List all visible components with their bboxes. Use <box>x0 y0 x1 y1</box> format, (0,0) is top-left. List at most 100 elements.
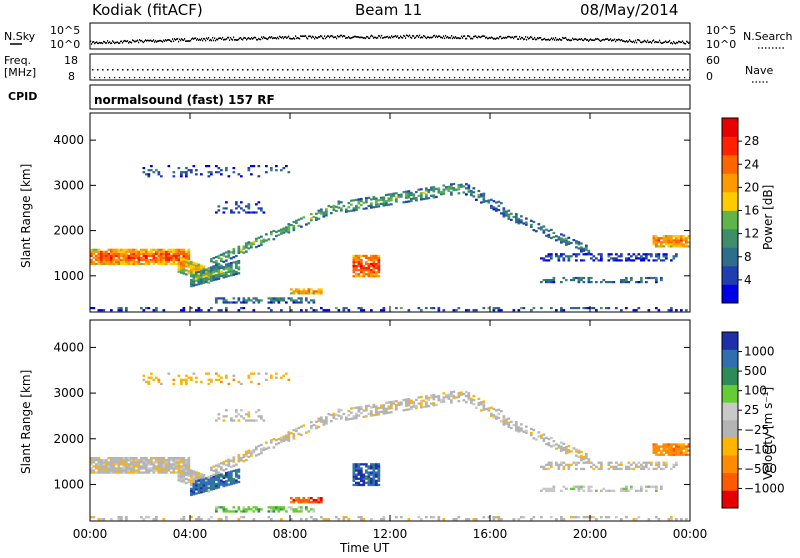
power-cell <box>137 254 141 257</box>
power-cell <box>450 193 453 196</box>
velocity-cell <box>245 450 248 453</box>
power-cell <box>682 245 686 248</box>
power-cell <box>95 248 98 251</box>
power-cell <box>242 209 246 212</box>
power-cell <box>155 258 158 262</box>
noise-point <box>173 40 175 42</box>
velocity-cell <box>205 481 208 484</box>
velocity-cell <box>655 487 658 490</box>
noise-point <box>466 37 468 40</box>
velocity-cell <box>245 419 248 422</box>
velocity-cell <box>560 445 563 448</box>
power-cell <box>252 297 256 300</box>
power-cell <box>165 256 168 259</box>
power-cell <box>335 209 338 212</box>
velocity-cell <box>280 508 283 511</box>
power-cell <box>357 265 361 268</box>
power-cell <box>97 260 101 264</box>
noise-point <box>517 38 519 40</box>
noise-point <box>659 39 661 42</box>
power-cell <box>240 307 243 310</box>
power-cell <box>622 281 626 284</box>
power-cell <box>575 307 578 310</box>
power-cell <box>177 258 181 262</box>
power-cell <box>147 260 151 264</box>
velocity-cell <box>142 457 146 460</box>
nave-point <box>339 77 341 79</box>
velocity-cell <box>322 423 326 426</box>
velocity-cell <box>232 480 236 483</box>
velocity-cell <box>215 478 218 481</box>
power-cell <box>545 281 548 284</box>
power-cell <box>277 301 281 304</box>
power-cell <box>405 194 408 197</box>
power-cell <box>117 254 121 257</box>
power-cell <box>177 248 181 251</box>
nave-point <box>499 77 501 79</box>
power-cell <box>225 275 228 278</box>
velocity-cell <box>202 486 206 489</box>
power-cell <box>192 280 196 283</box>
power-cell <box>670 241 673 244</box>
power-cell <box>377 275 381 278</box>
velocity-cell <box>220 475 223 478</box>
power-cell <box>580 250 583 253</box>
noise-point <box>512 36 514 38</box>
power-cell <box>110 256 113 259</box>
velocity-cell <box>502 419 506 422</box>
noise-point <box>365 37 367 40</box>
power-cell <box>610 253 613 256</box>
noise-point <box>130 41 132 43</box>
power-cell <box>240 175 243 178</box>
power-cell <box>230 257 233 260</box>
power-cell <box>142 167 146 170</box>
power-cell <box>355 269 358 272</box>
velocity-cell <box>142 465 146 468</box>
velocity-cell <box>667 449 671 452</box>
power-cell <box>197 263 201 266</box>
velocity-cell <box>467 398 471 401</box>
freq-point <box>322 69 324 71</box>
power-cell <box>150 165 153 168</box>
power-cell <box>375 205 378 208</box>
noise-point <box>532 38 534 40</box>
velocity-cell <box>235 473 238 476</box>
velocity-cell <box>547 444 551 447</box>
noise-point <box>152 40 154 42</box>
power-cell <box>390 197 393 200</box>
noise-point <box>324 35 326 37</box>
velocity-cell <box>267 516 271 519</box>
power-cell <box>450 191 453 194</box>
velocity-cell <box>362 475 366 478</box>
noise-point <box>630 40 632 43</box>
noise-point <box>262 37 264 40</box>
velocity-cell <box>375 473 378 476</box>
velocity-cell <box>157 471 161 474</box>
velocity-cell <box>502 417 506 420</box>
velocity-cell <box>457 395 461 399</box>
velocity-cell <box>220 380 223 384</box>
velocity-cell <box>365 409 368 412</box>
power-cell <box>175 254 178 257</box>
power-cell <box>150 254 153 257</box>
velocity-cell <box>147 463 151 466</box>
power-cell <box>142 262 146 266</box>
velocity-cell <box>137 461 141 464</box>
velocity-cell <box>127 459 131 462</box>
velocity-cell <box>217 465 221 468</box>
noise-point <box>274 37 276 39</box>
freq-point <box>467 69 469 71</box>
freq-point <box>97 69 99 71</box>
velocity-cell <box>375 481 378 484</box>
velocity-cell <box>370 406 373 409</box>
velocity-cell <box>525 431 528 434</box>
velocity-cell <box>370 471 373 474</box>
power-cell <box>560 307 563 310</box>
power-cell <box>667 235 671 238</box>
velocity-cell <box>90 459 93 462</box>
velocity-cell <box>170 463 173 466</box>
velocity-cell <box>432 402 436 405</box>
power-cell <box>390 195 393 198</box>
velocity-cell <box>500 410 503 413</box>
velocity-cell <box>645 461 648 464</box>
